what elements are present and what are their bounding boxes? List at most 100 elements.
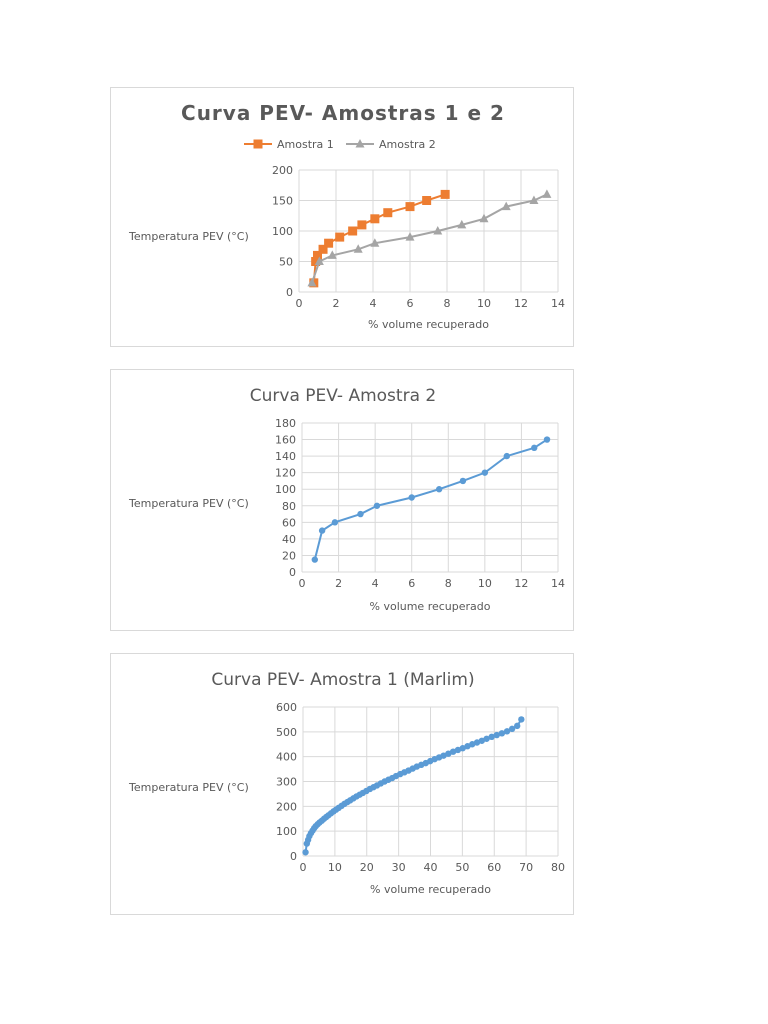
data-point xyxy=(459,745,466,752)
data-point xyxy=(370,214,380,224)
data-point xyxy=(383,208,393,218)
y-tick-label: 0 xyxy=(286,286,293,299)
x-tick-label: 2 xyxy=(333,297,340,310)
data-point xyxy=(357,510,364,518)
x-tick-label: 30 xyxy=(392,861,406,874)
y-tick-label: 100 xyxy=(276,825,297,838)
y-tick-label: 300 xyxy=(276,776,297,789)
x-tick-label: 10 xyxy=(328,861,342,874)
y-axis-label: Temperatura PEV (°C) xyxy=(128,230,249,243)
data-point xyxy=(508,725,516,733)
data-point xyxy=(302,849,309,856)
y-tick-label: 200 xyxy=(276,800,297,813)
data-point xyxy=(433,226,443,235)
data-point xyxy=(422,196,432,205)
data-point xyxy=(370,238,380,247)
x-tick-label: 0 xyxy=(300,861,307,874)
data-point xyxy=(313,250,322,260)
y-axis-label: Temperatura PEV (°C) xyxy=(128,781,249,794)
y-tick-label: 100 xyxy=(272,225,293,238)
data-point xyxy=(307,277,317,287)
data-point xyxy=(479,213,489,223)
legend-entry: Amostra 1 xyxy=(277,138,334,151)
x-tick-label: 8 xyxy=(445,577,452,590)
y-tick-label: 0 xyxy=(290,850,297,863)
chart-box-amostras-1-e-2: Curva PEV- Amostras 1 e 2 0 50 100 150 200 0 2 4… xyxy=(110,87,574,347)
data-point xyxy=(493,731,500,739)
data-point xyxy=(357,220,367,230)
data-point xyxy=(440,189,450,199)
x-tick-label: 80 xyxy=(551,861,565,874)
series-line xyxy=(311,193,548,284)
x-tick-label: 6 xyxy=(408,577,415,590)
chart-box-amostra-1-marlim: Curva PEV- Amostra 1 (Marlim) 0 100 200 300 4… xyxy=(110,653,574,915)
data-point xyxy=(311,556,318,563)
y-tick-label: 500 xyxy=(276,726,297,739)
y-tick-label: 180 xyxy=(275,417,296,430)
chart-title: Curva PEV- Amostras 1 e 2 xyxy=(181,101,505,125)
x-tick-label: 60 xyxy=(487,861,501,874)
data-point xyxy=(405,232,415,241)
x-tick-label: 4 xyxy=(372,577,379,590)
y-tick-label: 400 xyxy=(276,751,297,764)
data-point xyxy=(483,735,490,742)
data-point xyxy=(529,195,539,204)
x-tick-label: 10 xyxy=(478,577,492,590)
data-point xyxy=(311,257,321,266)
y-tick-label: 100 xyxy=(275,483,296,496)
x-tick-label: 20 xyxy=(360,861,374,874)
x-tick-label: 70 xyxy=(519,861,533,874)
data-point xyxy=(514,722,521,730)
data-point xyxy=(331,519,339,526)
x-axis-label: % volume recuperado xyxy=(368,318,489,331)
x-tick-label: 12 xyxy=(514,577,528,590)
data-point xyxy=(457,219,467,229)
data-point xyxy=(543,436,551,443)
data-point xyxy=(464,743,471,750)
x-tick-label: 0 xyxy=(299,577,306,590)
x-tick-label: 10 xyxy=(477,297,491,310)
chart-title: Curva PEV- Amostra 2 xyxy=(250,386,436,406)
y-tick-label: 120 xyxy=(275,467,296,480)
y-axis-label: Temperatura PEV (°C) xyxy=(128,497,249,510)
data-point xyxy=(408,494,415,501)
y-tick-label: 40 xyxy=(282,533,296,546)
x-tick-label: 50 xyxy=(455,861,469,874)
x-tick-label: 40 xyxy=(424,861,438,874)
chart-amostra-1-marlim: Curva PEV- Amostra 1 (Marlim)01002003004… xyxy=(128,670,565,896)
data-point xyxy=(353,244,363,253)
chart-title: Curva PEV- Amostra 1 (Marlim) xyxy=(211,670,474,690)
series-line xyxy=(313,438,548,560)
chart-amostra-2: Curva PEV- Amostra 202040608010012014016… xyxy=(128,386,565,613)
data-point xyxy=(459,477,467,485)
data-point xyxy=(445,750,452,757)
y-tick-label: 0 xyxy=(289,566,296,579)
data-point xyxy=(481,469,489,476)
x-tick-label: 8 xyxy=(444,297,451,310)
x-tick-label: 4 xyxy=(370,297,377,310)
x-tick-label: 2 xyxy=(335,577,342,590)
x-tick-label: 12 xyxy=(514,297,528,310)
x-axis-label: % volume recuperado xyxy=(370,883,491,896)
data-point xyxy=(531,444,538,452)
legend-entry: Amostra 2 xyxy=(379,138,436,151)
y-tick-label: 600 xyxy=(276,701,297,714)
x-tick-label: 14 xyxy=(551,297,565,310)
y-tick-label: 200 xyxy=(272,164,293,177)
data-point xyxy=(518,716,525,723)
x-tick-label: 6 xyxy=(407,297,414,310)
y-tick-label: 50 xyxy=(279,256,293,269)
data-point xyxy=(314,256,324,265)
data-point xyxy=(542,189,552,198)
legend-marker xyxy=(253,139,263,149)
data-point xyxy=(503,452,510,460)
y-tick-label: 60 xyxy=(282,516,296,529)
series-line xyxy=(312,193,446,283)
y-tick-label: 80 xyxy=(282,500,296,513)
y-tick-label: 160 xyxy=(275,434,296,447)
data-point xyxy=(318,527,326,534)
data-point xyxy=(435,486,443,493)
x-axis-label: % volume recuperado xyxy=(370,600,491,613)
data-point xyxy=(405,202,415,212)
y-tick-label: 140 xyxy=(275,450,296,463)
